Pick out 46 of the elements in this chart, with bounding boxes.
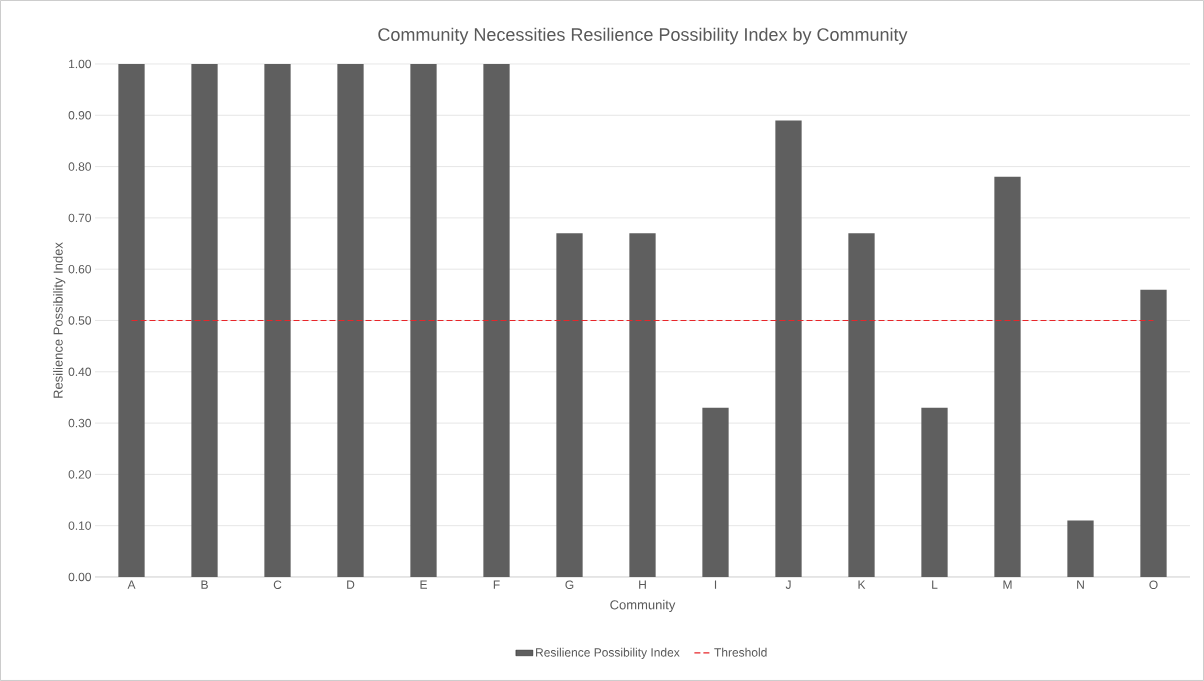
x-tick-label: O [1149,580,1158,590]
legend-label: Threshold [714,647,767,657]
x-tick-label: E [420,580,427,589]
y-tick-label: 1.00 [69,59,92,69]
y-tick-label: 0.60 [68,264,92,274]
bar [337,63,364,577]
x-tick-label: L [932,580,938,589]
x-axis-title: Community [610,599,676,612]
bar [118,63,145,577]
bar [264,63,291,577]
y-tick-label: 0.20 [68,470,92,479]
x-tick-label: I [714,580,717,589]
y-tick-label: 0.80 [68,162,92,171]
bar [921,407,948,577]
y-axis-title: Resilience Possibility Index [53,242,66,398]
bar [994,176,1021,577]
x-tick-label: H [639,580,646,589]
y-tick-label: 0.50 [68,316,92,325]
x-tick-label: N [1077,580,1084,589]
x-tick-label: C [273,580,282,590]
bar [410,63,437,577]
bar [1140,289,1167,577]
bar [483,63,510,577]
x-tick-label: A [127,580,136,589]
bar [556,233,583,577]
bar [1067,520,1094,577]
x-tick-label: K [858,580,866,589]
legend-label: Resilience Possibility Index [536,647,680,660]
bar [848,233,875,577]
y-tick-label: 0.40 [68,367,92,377]
x-tick-label: M [1003,580,1012,589]
y-tick-label: 0.30 [68,418,92,428]
x-tick-label: D [347,580,355,589]
bar [629,233,656,577]
chart-title: Community Necessities Resilience Possibility Index by Community [378,27,908,45]
bar [702,407,729,577]
x-tick-label: B [201,580,208,589]
y-tick-label: 0.70 [68,213,92,223]
y-tick-label: 0.10 [68,521,92,530]
bar [775,120,802,577]
y-tick-label: 0.90 [68,111,92,120]
x-tick-label: J [785,580,791,589]
x-tick-label: G [565,580,574,590]
x-tick-label: F [493,580,500,589]
bar [191,63,218,577]
y-tick-label: 0.00 [68,572,92,582]
